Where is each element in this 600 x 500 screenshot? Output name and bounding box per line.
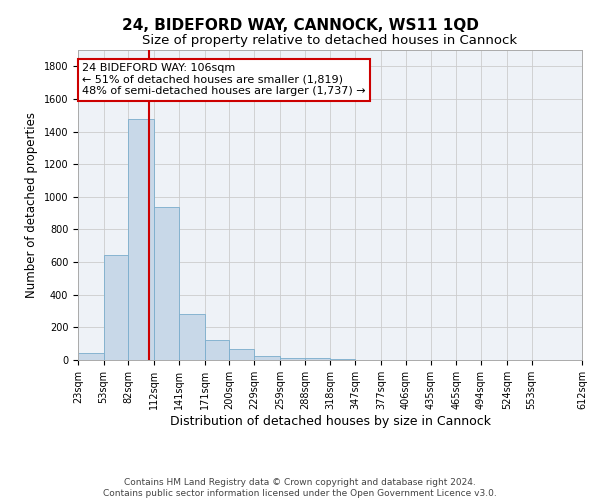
Title: Size of property relative to detached houses in Cannock: Size of property relative to detached ho… bbox=[142, 34, 518, 48]
Bar bbox=[254, 356, 280, 360]
Bar bbox=[154, 208, 179, 360]
Y-axis label: Number of detached properties: Number of detached properties bbox=[25, 112, 38, 298]
Bar bbox=[331, 359, 355, 360]
Text: Contains HM Land Registry data © Crown copyright and database right 2024.
Contai: Contains HM Land Registry data © Crown c… bbox=[103, 478, 497, 498]
Bar bbox=[78, 354, 104, 360]
Bar bbox=[128, 120, 154, 360]
X-axis label: Distribution of detached houses by size in Cannock: Distribution of detached houses by size … bbox=[170, 414, 491, 428]
Bar bbox=[104, 255, 128, 360]
Bar bbox=[179, 314, 205, 360]
Text: 24 BIDEFORD WAY: 106sqm
← 51% of detached houses are smaller (1,819)
48% of semi: 24 BIDEFORD WAY: 106sqm ← 51% of detache… bbox=[82, 63, 366, 96]
Bar bbox=[229, 350, 254, 360]
Text: 24, BIDEFORD WAY, CANNOCK, WS11 1QD: 24, BIDEFORD WAY, CANNOCK, WS11 1QD bbox=[122, 18, 478, 32]
Bar bbox=[280, 358, 305, 360]
Bar bbox=[205, 340, 229, 360]
Bar bbox=[305, 358, 331, 360]
